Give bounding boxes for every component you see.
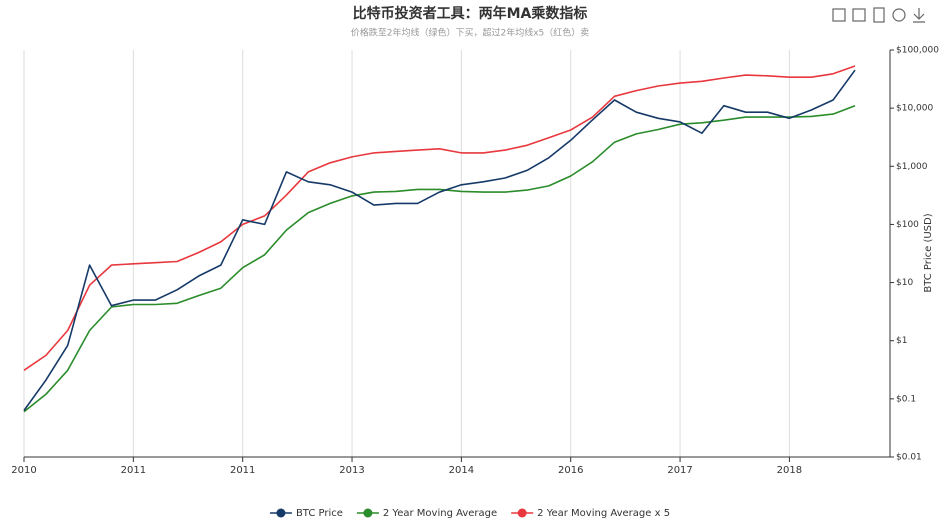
chart-title: 比特币投资者工具：两年MA乘数指标	[353, 5, 588, 22]
tool-restore[interactable]	[892, 8, 906, 22]
y-tick-label: $0.01	[896, 453, 922, 463]
x-tick-label: 2010	[11, 465, 36, 476]
chart-subtitle: 价格跌至2年均线（绿色）下买，超过2年均线x5（红色）卖	[351, 27, 590, 39]
x-tick-label: 2017	[667, 465, 692, 476]
toolbox[interactable]	[832, 7, 925, 23]
x-tick-label: 2011	[121, 465, 146, 476]
series-line	[23, 65, 856, 371]
legend-label: BTC Price	[296, 508, 343, 519]
x-tick-label: 2018	[777, 465, 802, 476]
y-tick-label: $1	[896, 336, 907, 346]
x-tick-label: 2013	[339, 465, 364, 476]
y-axis-label: BTC Price (USD)	[923, 213, 934, 292]
x-tick-label: 2016	[558, 465, 583, 476]
y-tick-label: $100,000	[896, 46, 939, 56]
series-line	[23, 69, 856, 411]
legend-marker	[517, 508, 527, 518]
x-tick-label: 2014	[449, 465, 474, 476]
y-tick-label: $10,000	[896, 104, 933, 114]
legend-label: 2 Year Moving Average	[383, 508, 497, 519]
legend: BTC Price 2 Year Moving Average 2 Year Mov…	[269, 508, 670, 519]
legend-marker	[363, 508, 373, 518]
series-line	[23, 104, 856, 413]
y-tick-label: $100	[896, 220, 919, 230]
legend-marker	[276, 508, 286, 518]
y-tick-label: $10	[896, 278, 913, 288]
y-tick-label: $1,000	[896, 162, 928, 172]
tool-data-view[interactable]	[873, 7, 885, 23]
tool-save[interactable]	[913, 8, 925, 23]
tool-zoom-reset[interactable]	[852, 8, 866, 22]
tool-zoom[interactable]	[832, 8, 846, 22]
y-tick-label: $0.1	[896, 394, 916, 404]
x-tick-label: 2011	[230, 465, 255, 476]
legend-label: 2 Year Moving Average x 5	[537, 508, 670, 519]
